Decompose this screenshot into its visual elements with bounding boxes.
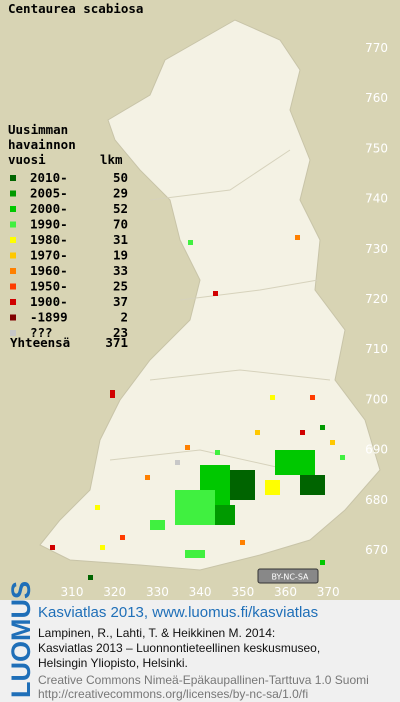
legend-count-heading: lkm bbox=[100, 152, 123, 167]
legend-count: 31 bbox=[113, 232, 128, 247]
legend-heading: Uusimman bbox=[8, 122, 68, 137]
x-tick-label: 330 bbox=[146, 585, 169, 599]
axis-ticks: 310 320 330 340 350 360 370 770 760 750 740 730 720 7… bbox=[61, 41, 388, 599]
y-tick-label: 710 bbox=[365, 342, 388, 356]
footer-background bbox=[0, 600, 400, 702]
y-tick-label: 730 bbox=[365, 242, 388, 256]
legend-swatch bbox=[10, 299, 16, 305]
legend-swatch bbox=[10, 190, 16, 197]
legend-count: 37 bbox=[113, 294, 128, 309]
y-tick-label: 680 bbox=[365, 493, 388, 507]
headline: Kasviatlas 2013, www.luomus.fi/kasviatla… bbox=[38, 604, 318, 621]
legend-total-label: Yhteensä bbox=[10, 335, 70, 350]
legend-count: 29 bbox=[113, 186, 128, 201]
y-tick-label: 720 bbox=[365, 292, 388, 306]
legend-swatch bbox=[10, 252, 16, 259]
region-borders bbox=[109, 149, 331, 471]
legend-count: 50 bbox=[113, 170, 128, 185]
cc-badge-text: BY-NC-SA bbox=[271, 573, 309, 582]
legend-label: 1900- bbox=[30, 294, 68, 309]
y-tick-label: 750 bbox=[365, 141, 388, 155]
legend-label: -1899 bbox=[30, 310, 68, 325]
legend-label: 1950- bbox=[30, 279, 68, 294]
legend-swatch bbox=[10, 175, 16, 181]
legend-count: 2 bbox=[120, 310, 128, 325]
x-tick-label: 370 bbox=[317, 585, 340, 599]
y-tick-label: 770 bbox=[365, 41, 388, 55]
legend-count: 19 bbox=[113, 248, 128, 263]
y-tick-label: 690 bbox=[365, 443, 388, 457]
x-tick-label: 360 bbox=[274, 585, 297, 599]
y-tick-label: 760 bbox=[365, 91, 388, 105]
x-tick-label: 320 bbox=[103, 585, 126, 599]
legend-label: 1990- bbox=[30, 217, 68, 232]
legend-label: 2010- bbox=[30, 170, 68, 185]
brand: LUOMUS bbox=[6, 581, 36, 698]
land bbox=[39, 19, 381, 571]
legend-heading: havainnon bbox=[8, 137, 76, 152]
y-tick-label: 670 bbox=[365, 543, 388, 557]
legend-label: 1960- bbox=[30, 263, 68, 278]
legend-count: 25 bbox=[113, 279, 128, 294]
legend-heading: vuosi bbox=[8, 152, 46, 167]
legend-swatch bbox=[10, 206, 16, 212]
legend-swatch bbox=[10, 268, 16, 274]
legend-count: 33 bbox=[113, 263, 128, 278]
legend-swatch bbox=[10, 314, 16, 321]
x-tick-label: 310 bbox=[61, 585, 84, 599]
legend-swatch bbox=[10, 330, 16, 336]
legend-swatch bbox=[10, 237, 16, 243]
y-tick-label: 740 bbox=[365, 192, 388, 206]
legend-label: ??? bbox=[30, 325, 53, 340]
citation-line: Lampinen, R., Lahti, T. & Heikkinen M. 2… bbox=[38, 626, 275, 640]
legend-swatch bbox=[10, 221, 16, 228]
x-tick-label: 350 bbox=[231, 585, 254, 599]
citation-line: Kasviatlas 2013 – Luonnontieteellinen ke… bbox=[38, 641, 320, 655]
legend-count: 23 bbox=[113, 325, 128, 340]
legend-label: 2005- bbox=[30, 186, 68, 201]
y-tick-label: 700 bbox=[365, 392, 388, 406]
occurrence-squares bbox=[50, 235, 345, 580]
legend-label: 1980- bbox=[30, 232, 68, 247]
x-tick-label: 340 bbox=[189, 585, 212, 599]
title: Centaurea scabiosa bbox=[8, 1, 143, 16]
legend-count: 52 bbox=[113, 201, 128, 216]
legend-label: 2000- bbox=[30, 201, 68, 216]
legend-label: 1970- bbox=[30, 248, 68, 263]
citation-line: Helsingin Yliopisto, Helsinki. bbox=[38, 656, 188, 670]
legend-swatch bbox=[10, 283, 16, 290]
legend-total: 371 bbox=[105, 335, 128, 350]
legend-count: 70 bbox=[113, 217, 128, 232]
license-line: http://creativecommons.org/licenses/by-n… bbox=[38, 687, 308, 701]
cc-badge bbox=[257, 568, 319, 584]
license-line: Creative Commons Nimeä-Epäkaupallinen-Ta… bbox=[38, 673, 369, 687]
